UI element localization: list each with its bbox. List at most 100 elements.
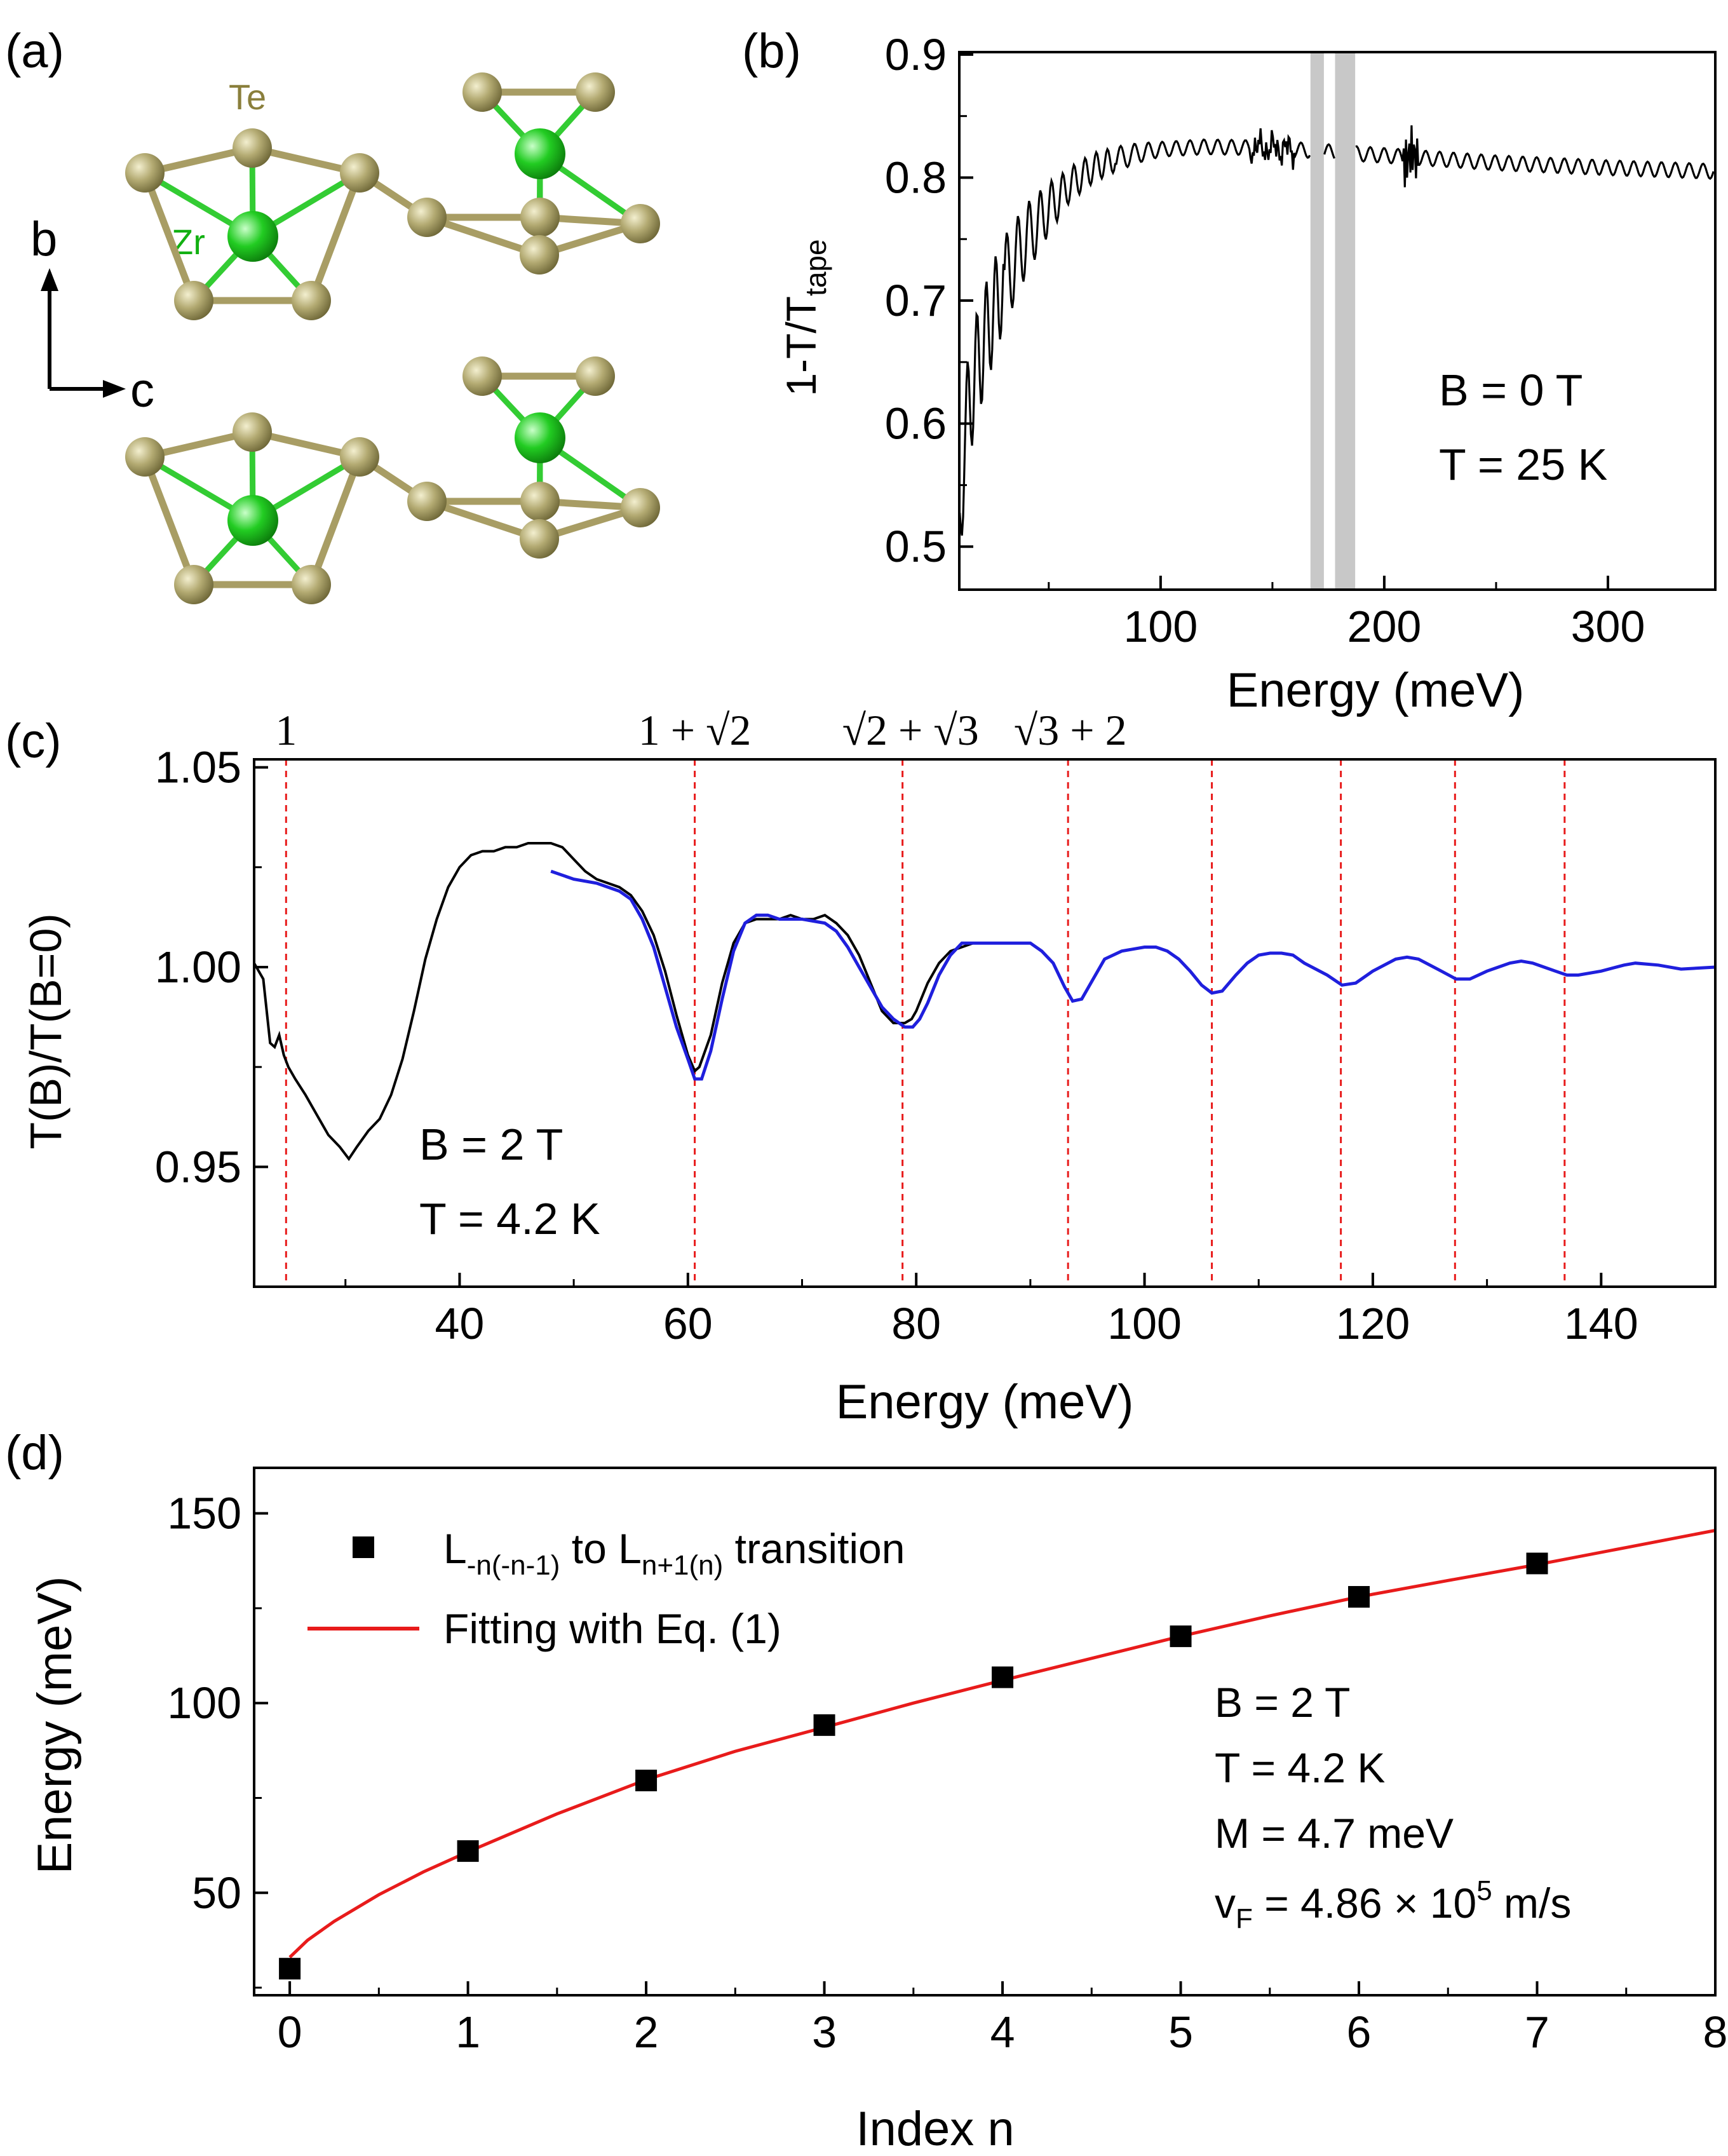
plot-d-ytick-label: 150 — [167, 1489, 241, 1538]
plot-c-frame — [253, 758, 1717, 1288]
plot-d-fit-line — [288, 1529, 1716, 1959]
panel-b-label: (b) — [742, 24, 801, 78]
plot-b-xtick-label: 100 — [1123, 602, 1198, 651]
te-atom — [462, 356, 502, 396]
te-atom — [340, 153, 379, 193]
legend-square-marker — [353, 1536, 374, 1558]
panel-b: (b) 100 200 300 0.5 0.6 0.7 0.8 0.9 Energy (meV… — [742, 24, 1717, 717]
plot-b-spectrum-line — [1355, 125, 1715, 187]
panel-a-label: (a) — [5, 24, 64, 78]
te-atom-label: Te — [229, 77, 266, 117]
plot-c-ytick-label: 1.00 — [155, 942, 241, 992]
svg-text:1-T/Ttape: 1-T/Ttape — [778, 239, 832, 396]
plot-d-xtick-label: 2 — [634, 2007, 659, 2057]
plot-d-xtick-label: 4 — [990, 2007, 1015, 2057]
plot-d-xtick-label: 7 — [1525, 2007, 1549, 2057]
panel-d: (d) 0 1 2 3 4 5 6 7 8 50 100 150 Index n Energy (me… — [5, 1426, 1727, 2156]
plot-c-experiment-line — [253, 842, 985, 1162]
plot-b-xlabel: Energy (meV) — [1227, 663, 1525, 717]
legend-data-sub1: -n(-n-1) — [467, 1550, 560, 1581]
panel-c-label: (c) — [5, 714, 62, 768]
plot-d-ylabel: Energy (meV) — [28, 1576, 82, 1875]
zr-atom — [227, 495, 278, 546]
te-te-bond — [423, 498, 543, 543]
plot-c-transition-label: 1 + √2 — [638, 706, 752, 754]
plot-d-annotation-temperature: T = 4.2 K — [1215, 1744, 1385, 1791]
plot-d: 0 1 2 3 4 5 6 7 8 50 100 150 — [167, 1467, 1727, 2057]
plot-b-ytick-label: 0.7 — [885, 276, 947, 325]
panel-d-label: (d) — [5, 1426, 64, 1480]
te-atom — [407, 482, 447, 521]
plot-b-ytick-label: 0.6 — [885, 399, 947, 449]
te-atom — [621, 488, 660, 527]
legend-entry-fit: Fitting with Eq. (1) — [443, 1605, 781, 1652]
plot-d-legend: L-n(-n-1) to Ln+1(n) transition Fitting … — [307, 1525, 905, 1652]
plot-c-annotation-temperature: T = 4.2 K — [419, 1194, 600, 1244]
plot-d-ytick-label: 50 — [192, 1868, 241, 1918]
plot-b-shaded-band — [1335, 52, 1356, 590]
legend-data-end: transition — [723, 1525, 905, 1572]
plot-b-ytick-label: 0.8 — [885, 153, 947, 202]
axis-c-label: c — [130, 363, 154, 417]
plot-d-data-point — [813, 1714, 835, 1736]
te-atom — [520, 198, 560, 237]
plot-b-spectrum-line — [1323, 143, 1335, 159]
zr-atom — [515, 412, 565, 463]
legend-data-mid: to L — [560, 1525, 641, 1572]
plot-d-xlabel: Index n — [856, 2102, 1014, 2156]
plot-d-data-point — [1348, 1586, 1370, 1608]
plot-b-xtick-label: 200 — [1347, 602, 1422, 651]
vf-sub: F — [1236, 1903, 1253, 1934]
te-atom — [576, 72, 615, 112]
vf-pre: v — [1215, 1880, 1236, 1927]
te-atom — [520, 482, 560, 521]
legend-data-sub2: n+1(n) — [642, 1550, 723, 1581]
vf-mid: = 4.86 × 10 — [1253, 1880, 1476, 1927]
te-te-bond — [423, 214, 543, 259]
panel-c: (c) 1 1 + √2 √2 + √3 √3 + 2 40 60 80 100 120 140 0… — [5, 706, 1717, 1429]
plot-c-xtick-label: 100 — [1107, 1299, 1182, 1348]
plot-b-ylabel: 1-T/Ttape — [778, 239, 832, 396]
te-atom — [576, 356, 615, 396]
plot-b-ylabel-main: 1-T/T — [778, 296, 825, 397]
plot-d-data-point — [279, 1958, 301, 1980]
te-te-bond — [141, 169, 198, 304]
legend-data-main: L — [443, 1525, 467, 1572]
te-atom — [407, 198, 447, 237]
plot-c-ytick-label: 1.05 — [155, 743, 241, 792]
te-atom — [174, 565, 213, 604]
plot-c-transition-label: 1 — [275, 706, 297, 754]
plot-c-xtick-label: 120 — [1336, 1299, 1410, 1348]
te-atom — [233, 128, 272, 168]
vf-post: m/s — [1492, 1880, 1572, 1927]
plot-d-xtick-label: 6 — [1347, 2007, 1372, 2057]
te-atom — [520, 519, 559, 559]
te-atom — [520, 235, 559, 275]
plot-d-xtick-label: 5 — [1168, 2007, 1193, 2057]
te-atom — [292, 281, 331, 320]
plot-b-annotation-temperature: T = 25 K — [1439, 440, 1607, 489]
plot-b: 100 200 300 0.5 0.6 0.7 0.8 0.9 — [885, 30, 1717, 651]
panel-a: (a) Te Zr b c — [5, 24, 660, 604]
plot-b-spectrum-line — [959, 128, 1311, 536]
plot-c-transition-label: √2 + √3 — [842, 706, 979, 754]
te-atom — [174, 281, 213, 320]
plot-d-annotation-velocity: vF = 4.86 × 105 m/s — [1215, 1875, 1571, 1934]
te-atom — [125, 153, 165, 193]
zr-atom — [227, 211, 278, 262]
plot-b-xtick-label: 300 — [1571, 602, 1645, 651]
te-atom — [621, 204, 660, 243]
te-atom — [292, 565, 331, 604]
plot-c-ylabel: T(B)/T(B=0) — [21, 913, 71, 1149]
te-atom — [125, 437, 165, 477]
zr-atom — [515, 128, 565, 179]
plot-b-ytick-label: 0.9 — [885, 30, 947, 79]
plot-d-annotation-mass: M = 4.7 meV — [1215, 1810, 1454, 1857]
plot-c-ytick-label: 0.95 — [155, 1142, 241, 1191]
plot-d-xtick-label: 3 — [812, 2007, 837, 2057]
te-atom — [233, 412, 272, 452]
vf-sup: 5 — [1476, 1875, 1492, 1906]
plot-d-annotation-field: B = 2 T — [1215, 1679, 1350, 1726]
plot-c-fit-line — [550, 869, 1716, 1081]
